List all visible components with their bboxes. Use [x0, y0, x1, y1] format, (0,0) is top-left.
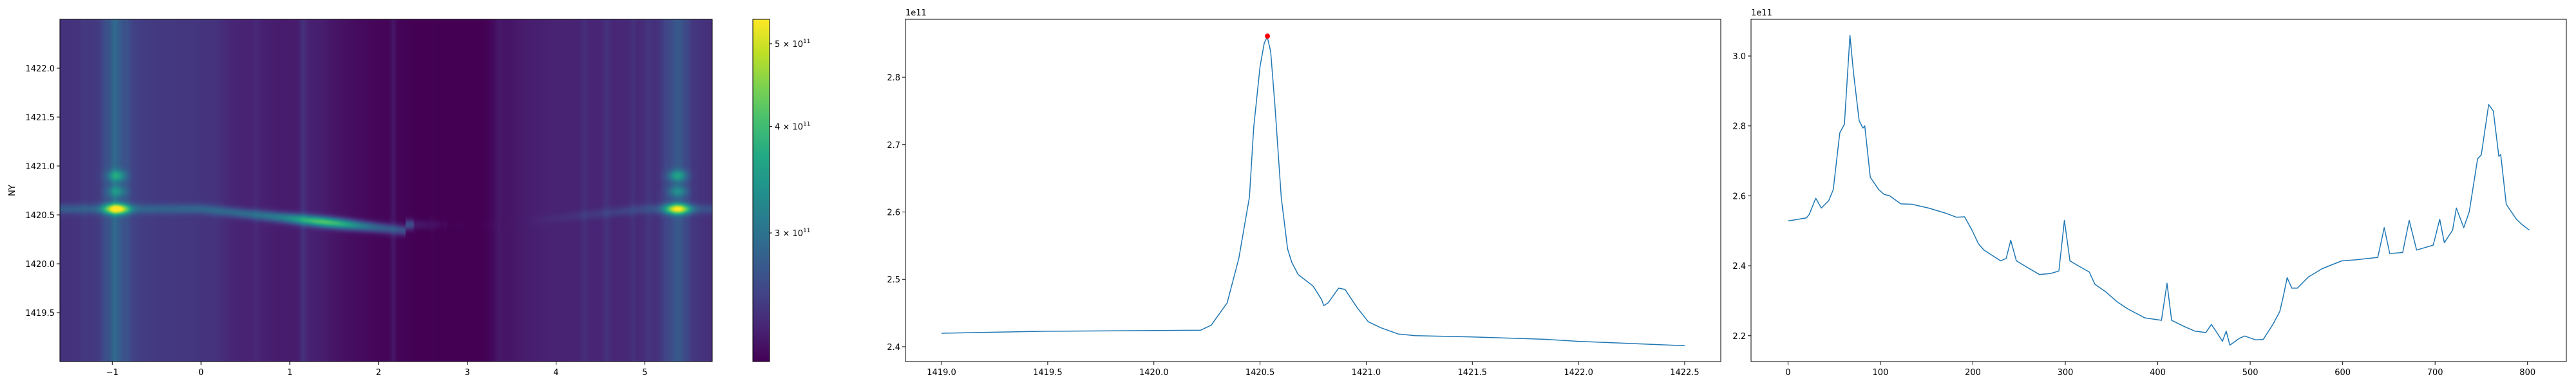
y-offset-label: 1e11 — [1751, 8, 1772, 18]
peak-marker — [1265, 33, 1271, 39]
x-tick-label: −1 — [106, 368, 118, 378]
colorbar-tick-label: 3 × 1011 — [775, 228, 810, 239]
y-tick-label: 1420.0 — [26, 260, 55, 270]
x-tick-label: 1420.5 — [1245, 368, 1275, 378]
colorbar-tick-exponent: 11 — [803, 121, 810, 127]
y-tick-label: 1420.5 — [26, 211, 55, 221]
data-series-line — [941, 36, 1685, 347]
x-tick-label: 2 — [376, 368, 381, 378]
y-tick-label: 2.2 — [1732, 332, 1746, 342]
x-tick-label: 600 — [2334, 368, 2351, 378]
x-tick-label: 1419.5 — [1033, 368, 1063, 378]
x-tick-label: 0 — [1785, 368, 1790, 378]
x-tick-label: 200 — [1965, 368, 1981, 378]
y-tick-label: 1419.5 — [26, 309, 55, 318]
axes-frame — [905, 19, 1721, 362]
x-tick-label: 100 — [1873, 368, 1889, 378]
y-tick-label: 2.4 — [887, 343, 900, 353]
colorbar-tick-exponent: 11 — [803, 39, 810, 45]
x-tick-label: 500 — [2242, 368, 2259, 378]
y-tick-label: 2.8 — [887, 73, 900, 83]
y-tick-label: 2.6 — [1732, 192, 1746, 201]
y-tick-label: 2.6 — [887, 208, 900, 218]
heatmap-image — [60, 19, 712, 362]
y-tick-label: 1421.0 — [26, 162, 55, 172]
x-tick-label: 300 — [2058, 368, 2074, 378]
y-tick-label: 2.7 — [887, 141, 900, 151]
x-tick-label: 4 — [553, 368, 558, 378]
x-tick-label: 1422.5 — [1670, 368, 1700, 378]
axes-frame — [59, 19, 713, 362]
colorbar-tick-base: 4 × 10 — [775, 122, 803, 132]
colorbar-tick-label: 4 × 1011 — [775, 121, 810, 132]
data-series-line — [1788, 35, 2530, 346]
line-chart-frequency-profile: 1419.0 1419.5 1420.0 1420.5 1421.0 1421.5 1422… — [887, 8, 1721, 378]
colorbar-gradient — [752, 19, 770, 362]
y-offset-label: 1e11 — [905, 8, 927, 18]
x-tick-label: 3 — [464, 368, 469, 378]
x-tick-label: 1419.0 — [927, 368, 956, 378]
colorbar-tick-base: 5 × 10 — [775, 40, 803, 50]
y-tick-label: 1422.0 — [26, 64, 55, 74]
x-tick-label: 1421.5 — [1458, 368, 1488, 378]
x-tick-label: 800 — [2519, 368, 2535, 378]
axes-frame — [1750, 19, 2567, 362]
colorbar-tick-label: 5 × 1011 — [775, 39, 810, 50]
line-chart-index-profile: 0 100 200 300 400 500 600 700 800 2.2 2.4 2.6 2.8 3.0… — [1732, 8, 2567, 378]
y-axis-label: NY — [8, 185, 17, 196]
colorbar-tick-base: 3 × 10 — [775, 229, 803, 239]
y-tick-label: 2.5 — [887, 275, 900, 285]
x-tick-label: 1420.0 — [1139, 368, 1169, 378]
x-tick-label: 0 — [198, 368, 204, 378]
x-tick-label: 5 — [642, 368, 647, 378]
x-tick-label: 1421.0 — [1352, 368, 1381, 378]
y-tick-label: 1421.5 — [26, 113, 55, 123]
y-tick-label: 2.4 — [1732, 262, 1746, 271]
x-tick-label: 1422.0 — [1564, 368, 1593, 378]
colorbar-tick-exponent: 11 — [803, 228, 810, 234]
x-tick-label: 700 — [2427, 368, 2443, 378]
x-tick-label: 1 — [287, 368, 292, 378]
y-tick-label: 2.8 — [1732, 122, 1746, 132]
heatmap-axes: −1 0 1 2 3 4 5 1419.5 1420.0 1420.5 1421.0 1421.5 14… — [8, 19, 713, 378]
x-tick-label: 400 — [2150, 368, 2166, 378]
y-tick-label: 3.0 — [1732, 52, 1746, 62]
